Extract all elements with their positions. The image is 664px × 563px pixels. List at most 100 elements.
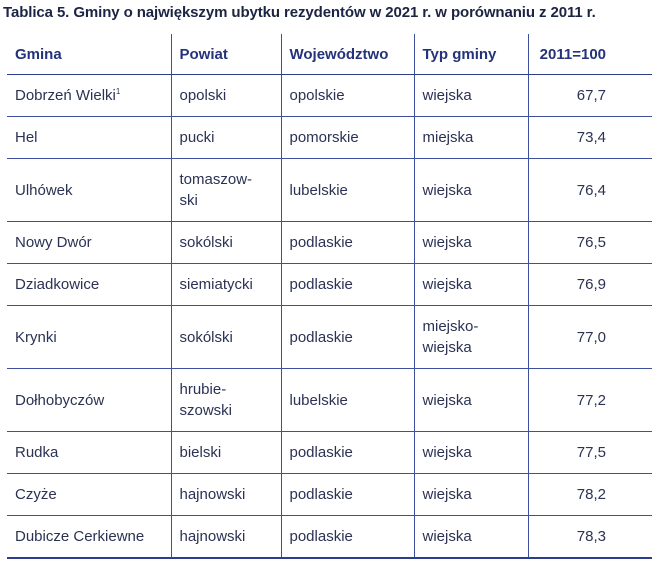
typ-line-1: wiejska (422, 391, 472, 409)
cell-powiat: sokólski (171, 305, 282, 369)
cell-wojewodztwo: podlaskie (281, 515, 415, 559)
cell-gmina: Krynki (7, 305, 172, 369)
gmina-name: Nowy Dwór (15, 234, 92, 251)
cell-index: 76,4 (528, 158, 652, 222)
typ-line-1: wiejska (422, 276, 472, 293)
cell-powiat: bielski (171, 431, 282, 474)
powiat-line-1: bielski (179, 444, 222, 461)
powiat-line-1: opolski (179, 87, 227, 104)
cell-wojewodztwo: podlaskie (281, 473, 415, 516)
table-row: Rudka bielski podlaskie wiejska 77,5 (7, 431, 652, 474)
cell-gmina: Dołhobyczów (7, 368, 172, 432)
cell-powiat: pucki (171, 116, 282, 159)
cell-typ-gminy: wiejska (414, 515, 529, 559)
gmina-name: Dubicze Cerkiewne (15, 527, 145, 545)
cell-wojewodztwo: podlaskie (281, 431, 415, 474)
cell-gmina: Dobrzeń Wielki1 (7, 74, 172, 117)
table-row: Hel pucki pomorskie miejska 73,4 (7, 116, 652, 159)
cell-index: 78,3 (528, 515, 652, 559)
cell-gmina: Hel (7, 116, 172, 159)
typ-line-1: wiejska (422, 87, 472, 104)
cell-powiat: hajnowski (171, 473, 282, 516)
cell-typ-gminy: wiejska (414, 158, 529, 222)
cell-index: 77,0 (528, 305, 652, 369)
column-header-wojewodztwo: Województwo (281, 34, 415, 75)
typ-line-1: wiejska (422, 181, 472, 199)
typ-line-1: wiejska (422, 234, 472, 251)
gmina-name: Czyże (15, 486, 57, 503)
gmina-name: Dobrzeń Wielki (15, 87, 116, 104)
footnote-marker: 1 (115, 87, 121, 96)
header-row: Gmina Powiat Województwo Typ gminy 2011=… (7, 34, 652, 75)
cell-powiat: hrubie-szowski (171, 368, 282, 432)
table-row: Nowy Dwór sokólski podlaskie wiejska 76,… (7, 221, 652, 264)
typ-line-2: wiejska (422, 339, 472, 356)
powiat-line-1: tomaszow- (179, 171, 253, 188)
cell-powiat: opolski (171, 74, 282, 117)
typ-line-1: wiejska (422, 444, 472, 461)
cell-typ-gminy: wiejska (414, 221, 529, 264)
gmina-name: Krynki (15, 328, 57, 346)
table-title: Tablica 5. Gminy o największym ubytku re… (3, 4, 596, 21)
cell-wojewodztwo: opolskie (281, 74, 415, 117)
cell-wojewodztwo: lubelskie (281, 368, 415, 432)
gmina-name: Dołhobyczów (15, 391, 105, 409)
cell-typ-gminy: wiejska (414, 368, 529, 432)
typ-line-1: wiejska (422, 527, 472, 545)
cell-index: 76,5 (528, 221, 652, 264)
powiat-line-1: hrubie- (179, 381, 227, 398)
data-table: Gmina Powiat Województwo Typ gminy 2011=… (7, 34, 652, 559)
table-row: Ulhówek tomaszow-ski lubelskie wiejska 7… (7, 158, 652, 222)
cell-powiat: siemiatycki (171, 263, 282, 306)
cell-index: 67,7 (528, 74, 652, 117)
powiat-line-1: sokólski (179, 234, 233, 251)
cell-typ-gminy: miejska (414, 116, 529, 159)
cell-index: 77,2 (528, 368, 652, 432)
table-row: Dołhobyczów hrubie-szowski lubelskie wie… (7, 368, 652, 432)
cell-gmina: Czyże (7, 473, 172, 516)
table-row: Dziadkowice siemiatycki podlaskie wiejsk… (7, 263, 652, 306)
powiat-line-1: hajnowski (179, 527, 246, 545)
cell-powiat: hajnowski (171, 515, 282, 559)
table-row: Czyże hajnowski podlaskie wiejska 78,2 (7, 473, 652, 516)
gmina-name: Ulhówek (15, 181, 73, 199)
table-row: Dobrzeń Wielki1 opolski opolskie wiejska… (7, 74, 652, 117)
powiat-line-2: szowski (179, 402, 233, 419)
cell-gmina: Dubicze Cerkiewne (7, 515, 172, 559)
cell-index: 73,4 (528, 116, 652, 159)
cell-typ-gminy: wiejska (414, 431, 529, 474)
cell-typ-gminy: wiejska (414, 263, 529, 306)
column-header-powiat: Powiat (171, 34, 282, 75)
powiat-line-1: sokólski (179, 328, 233, 346)
table-row: Dubicze Cerkiewne hajnowski podlaskie wi… (7, 515, 652, 559)
gmina-name: Rudka (15, 444, 59, 461)
typ-line-1: wiejska (422, 486, 472, 503)
cell-typ-gminy: miejsko-wiejska (414, 305, 529, 369)
cell-wojewodztwo: pomorskie (281, 116, 415, 159)
cell-wojewodztwo: podlaskie (281, 305, 415, 369)
column-header-index: 2011=100 (528, 34, 652, 75)
cell-typ-gminy: wiejska (414, 74, 529, 117)
cell-gmina: Dziadkowice (7, 263, 172, 306)
cell-powiat: sokólski (171, 221, 282, 264)
cell-index: 76,9 (528, 263, 652, 306)
table-row: Krynki sokólski podlaskie miejsko-wiejsk… (7, 305, 652, 369)
powiat-line-2: ski (179, 192, 198, 209)
cell-gmina: Nowy Dwór (7, 221, 172, 264)
typ-line-1: miejsko- (422, 318, 479, 335)
powiat-line-1: pucki (179, 129, 215, 146)
powiat-line-1: hajnowski (179, 486, 246, 503)
gmina-name: Hel (15, 129, 38, 146)
cell-index: 78,2 (528, 473, 652, 516)
typ-line-1: miejska (422, 129, 474, 146)
cell-typ-gminy: wiejska (414, 473, 529, 516)
column-header-typ-gminy: Typ gminy (414, 34, 529, 75)
cell-wojewodztwo: podlaskie (281, 263, 415, 306)
cell-wojewodztwo: podlaskie (281, 221, 415, 264)
cell-powiat: tomaszow-ski (171, 158, 282, 222)
cell-index: 77,5 (528, 431, 652, 474)
cell-gmina: Rudka (7, 431, 172, 474)
powiat-line-1: siemiatycki (179, 276, 253, 293)
column-header-gmina: Gmina (7, 34, 172, 75)
cell-wojewodztwo: lubelskie (281, 158, 415, 222)
